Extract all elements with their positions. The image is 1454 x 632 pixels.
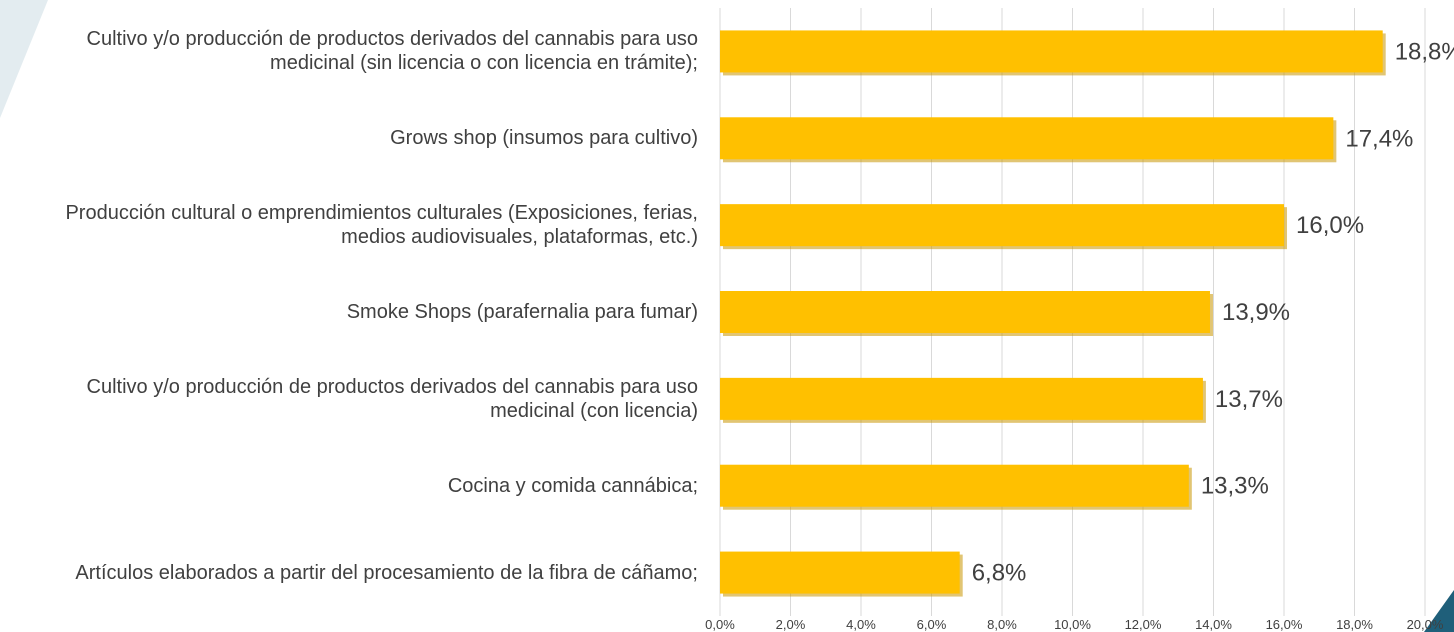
category-label: Grows shop (insumos para cultivo) (0, 126, 698, 150)
x-tick-label: 2,0% (776, 617, 806, 632)
category-label: Smoke Shops (parafernalia para fumar) (0, 300, 698, 324)
bar (720, 465, 1189, 507)
x-tick-label: 0,0% (705, 617, 735, 632)
data-label: 6,8% (972, 560, 1027, 587)
x-tick-label: 18,0% (1336, 617, 1373, 632)
category-label: Cultivo y/o producción de productos deri… (0, 27, 698, 75)
data-label: 17,4% (1345, 125, 1413, 152)
data-label: 16,0% (1296, 212, 1364, 239)
x-tick-label: 14,0% (1195, 617, 1232, 632)
data-label: 13,7% (1215, 386, 1283, 413)
x-tick-label: 12,0% (1125, 617, 1162, 632)
data-label: 18,8% (1395, 38, 1454, 65)
bar (720, 117, 1333, 159)
x-tick-label: 4,0% (846, 617, 876, 632)
category-label: Cultivo y/o producción de productos deri… (0, 375, 698, 423)
data-label: 13,3% (1201, 473, 1269, 500)
x-tick-labels: 0,0% 2,0% 4,0% 6,0% 8,0% 10,0% 12,0% 14,0% 16,0%… (705, 617, 1444, 632)
bar (720, 204, 1284, 246)
category-label: Producción cultural o emprendimientos cu… (0, 201, 698, 249)
bar (720, 378, 1203, 420)
x-tick-label: 20,0% (1407, 617, 1444, 632)
bar (720, 291, 1210, 333)
x-tick-label: 10,0% (1054, 617, 1091, 632)
data-label: 13,9% (1222, 299, 1290, 326)
x-tick-label: 6,0% (917, 617, 947, 632)
x-tick-label: 16,0% (1266, 617, 1303, 632)
bar (720, 552, 960, 594)
category-label: Artículos elaborados a partir del proces… (0, 561, 698, 585)
x-tick-label: 8,0% (987, 617, 1017, 632)
bar (720, 30, 1383, 72)
category-label: Cocina y comida cannábica; (0, 474, 698, 498)
